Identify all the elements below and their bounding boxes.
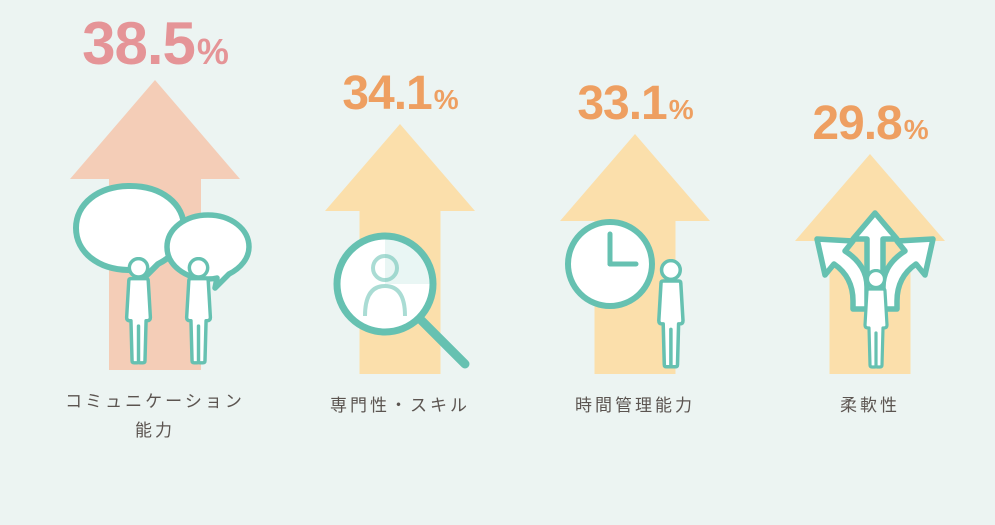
arrow-container: [325, 124, 475, 374]
icon-overlay: [560, 214, 710, 374]
percent-sign: %: [669, 96, 693, 124]
percent-sign: %: [434, 86, 458, 114]
category-label: 専門性・スキル: [330, 392, 470, 421]
clock-person-icon: [560, 214, 710, 374]
chart-item: 38.5 % コミュニケーション 能力: [40, 14, 270, 446]
clock-icon: [560, 214, 660, 314]
arrow-container: [560, 134, 710, 374]
person-icon: [178, 257, 219, 365]
category-label: 時間管理能力: [575, 392, 695, 421]
arrow-container: [70, 80, 240, 370]
icon-overlay: [795, 209, 945, 374]
percentage-value: 38.5: [82, 14, 195, 74]
percentage-label: 34.1 %: [342, 70, 457, 118]
flex-arrows-icon: [795, 209, 945, 374]
chart-item: 29.8 % 柔軟性: [755, 100, 985, 421]
chart-item: 34.1 % 専門性・スキル: [285, 70, 515, 421]
percentage-label: 29.8 %: [812, 100, 927, 148]
person-icon: [650, 259, 692, 369]
chart-item: 33.1 % 時間管理能力: [520, 80, 750, 421]
arrow-container: [795, 154, 945, 374]
communication-icon: [70, 180, 240, 370]
icon-overlay: [70, 180, 240, 370]
percentage-value: 33.1: [577, 80, 666, 128]
percentage-label: 33.1 %: [577, 80, 692, 128]
skills-infographic: 38.5 % コミュニケーション 能力 34.1 %: [0, 0, 995, 525]
icon-overlay: [325, 224, 475, 374]
percentage-label: 38.5 %: [82, 14, 228, 74]
percent-sign: %: [197, 34, 228, 70]
category-label: コミュニケーション 能力: [65, 388, 245, 446]
person-icon: [118, 257, 159, 365]
percentage-value: 34.1: [342, 70, 431, 118]
person-icon: [857, 269, 895, 369]
percent-sign: %: [904, 116, 928, 144]
category-label: 柔軟性: [840, 392, 900, 421]
percentage-value: 29.8: [812, 100, 901, 148]
magnifier-icon: [325, 224, 475, 374]
